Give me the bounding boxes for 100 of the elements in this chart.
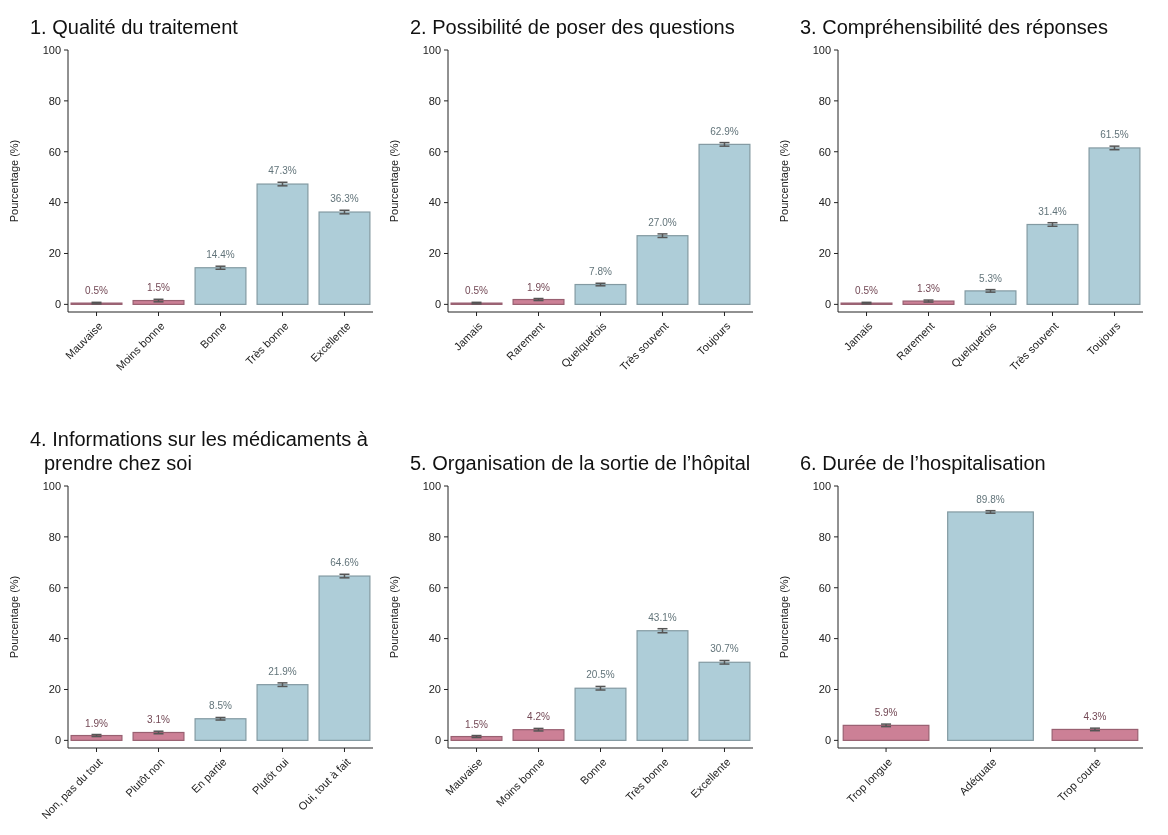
x-tick-label: Oui, tout à fait [295, 755, 353, 813]
data-label: 8.5% [209, 700, 232, 712]
data-label: 89.8% [976, 493, 1005, 505]
y-axis-title: Pourcentage (%) [388, 575, 400, 659]
y-tick-label: 40 [48, 196, 61, 209]
bar [1088, 147, 1141, 305]
bar [574, 687, 627, 741]
y-axis-title: Pourcentage (%) [8, 575, 20, 659]
y-tick-label: 60 [48, 581, 61, 594]
y-tick-label: 20 [48, 683, 61, 696]
bar [256, 684, 309, 741]
data-label: 1.5% [147, 282, 171, 294]
bar [698, 143, 751, 305]
y-axis-title: Pourcentage (%) [778, 575, 790, 659]
y-tick-label: 80 [48, 94, 61, 107]
data-label: 4.3% [1083, 711, 1107, 723]
data-label: 0.5% [465, 285, 489, 297]
y-tick-label: 40 [428, 632, 441, 645]
y-tick-label: 20 [428, 247, 441, 260]
y-axis-title: Pourcentage (%) [778, 139, 790, 223]
y-tick-label: 40 [818, 196, 831, 209]
bar [1026, 223, 1079, 305]
chart-title: 4. Informations sur les médicaments à prendre chez soi [30, 428, 369, 474]
bar [512, 298, 565, 305]
y-tick-label: 100 [42, 479, 61, 492]
y-tick-label: 60 [818, 581, 831, 594]
data-label: 7.8% [589, 266, 612, 278]
data-label: 31.4% [1038, 205, 1067, 217]
bar [194, 267, 247, 305]
bar [450, 735, 503, 741]
bar [574, 283, 627, 305]
data-label: 14.4% [206, 249, 235, 261]
data-label: 30.7% [710, 643, 739, 655]
y-tick-label: 20 [428, 683, 441, 696]
bar [512, 729, 565, 741]
bar [636, 630, 689, 741]
y-tick-label: 60 [428, 145, 441, 158]
data-label: 0.5% [855, 285, 879, 297]
chart-title: 1. Qualité du traitement [30, 16, 239, 38]
data-label: 47.3% [268, 165, 297, 177]
y-tick-label: 100 [812, 479, 831, 492]
y-tick-label: 0 [824, 734, 831, 747]
y-tick-label: 0 [434, 734, 441, 747]
data-label: 21.9% [268, 665, 297, 677]
y-tick-label: 60 [48, 145, 61, 158]
y-tick-label: 100 [812, 43, 831, 56]
bar [194, 718, 247, 741]
y-tick-label: 100 [422, 479, 441, 492]
data-label: 5.3% [979, 272, 1002, 284]
bar [842, 724, 930, 741]
data-label: 1.3% [917, 283, 941, 295]
bar [318, 211, 371, 305]
data-label: 27.0% [648, 216, 677, 228]
y-tick-label: 80 [818, 94, 831, 107]
x-tick-label: Non, pas du tout [39, 755, 105, 822]
data-label: 0.5% [85, 285, 109, 297]
data-label: 64.6% [330, 557, 359, 569]
y-tick-label: 20 [818, 247, 831, 260]
data-label: 4.2% [527, 711, 551, 723]
data-label: 3.1% [147, 714, 171, 726]
data-label: 61.5% [1100, 129, 1129, 141]
y-tick-label: 20 [818, 683, 831, 696]
bar [318, 575, 371, 741]
y-tick-label: 40 [428, 196, 441, 209]
y-axis-title: Pourcentage (%) [8, 139, 20, 223]
bar [902, 300, 955, 305]
bar [636, 235, 689, 305]
chart-title: 3. Compréhensibilité des réponses [800, 16, 1108, 38]
bar [132, 731, 185, 741]
data-label: 43.1% [648, 611, 677, 623]
bar [698, 661, 751, 741]
chart-title: 5. Organisation de la sortie de l’hôpital [410, 452, 751, 474]
chart-title: 6. Durée de l’hospitalisation [800, 452, 1046, 474]
y-tick-label: 80 [428, 94, 441, 107]
y-axis-title: Pourcentage (%) [388, 139, 400, 223]
y-tick-label: 60 [428, 581, 441, 594]
bar [947, 511, 1034, 741]
y-tick-label: 0 [434, 298, 441, 311]
data-label: 36.3% [330, 193, 359, 205]
bar [1051, 728, 1139, 741]
data-label: 1.9% [85, 717, 109, 729]
y-tick-label: 20 [48, 247, 61, 260]
data-label: 5.9% [874, 707, 898, 719]
bar [964, 290, 1017, 305]
y-tick-label: 0 [54, 734, 61, 747]
y-tick-label: 0 [54, 298, 61, 311]
y-tick-label: 80 [48, 530, 61, 543]
bar [256, 183, 309, 305]
data-label: 62.9% [710, 125, 739, 137]
data-label: 20.5% [586, 669, 615, 681]
data-label: 1.5% [465, 718, 489, 730]
data-label: 1.9% [527, 281, 551, 293]
y-tick-label: 40 [818, 632, 831, 645]
y-tick-label: 80 [428, 530, 441, 543]
y-tick-label: 0 [824, 298, 831, 311]
y-tick-label: 100 [422, 43, 441, 56]
chart-title: 2. Possibilité de poser des questions [410, 16, 735, 38]
y-tick-label: 40 [48, 632, 61, 645]
y-tick-label: 80 [818, 530, 831, 543]
y-tick-label: 60 [818, 145, 831, 158]
